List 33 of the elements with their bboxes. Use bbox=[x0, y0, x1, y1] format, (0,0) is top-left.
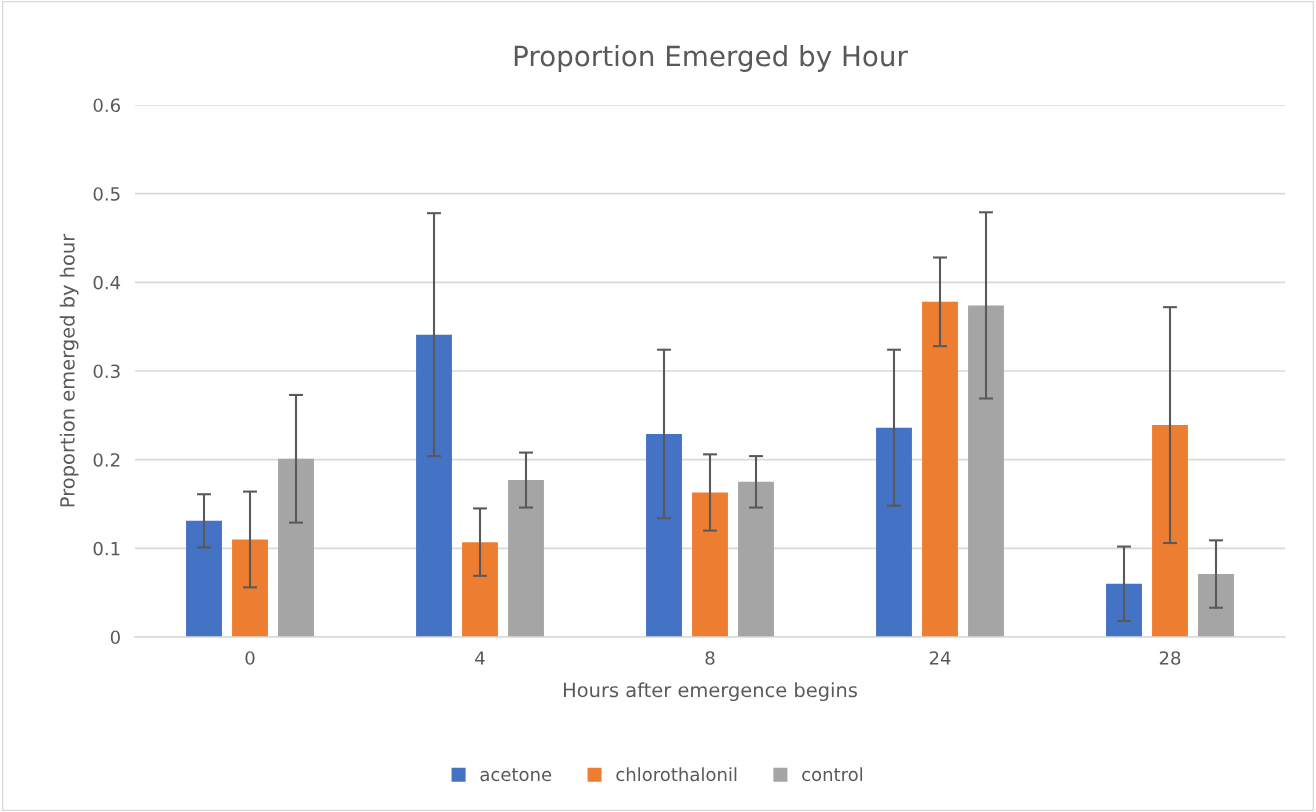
y-tick-label: 0.5 bbox=[93, 187, 120, 201]
bar bbox=[646, 433, 682, 637]
bar bbox=[1106, 583, 1142, 637]
y-tick-label: 0.4 bbox=[93, 275, 121, 290]
y-tick-label: 0.3 bbox=[93, 364, 120, 379]
x-tick-label: 4 bbox=[475, 651, 485, 665]
x-tick-label: 28 bbox=[1159, 651, 1181, 665]
x-tick-label: 24 bbox=[929, 651, 951, 665]
bar bbox=[876, 427, 912, 637]
y-tick-label: 0.1 bbox=[93, 541, 120, 556]
y-tick-label: 0.2 bbox=[93, 453, 120, 467]
bar bbox=[278, 458, 314, 637]
bar bbox=[922, 301, 958, 637]
legend-label: chlorothalonil bbox=[616, 767, 737, 782]
bar bbox=[232, 539, 268, 637]
bar bbox=[508, 480, 544, 637]
x-tick-label: 0 bbox=[245, 651, 255, 665]
chart-title: Proportion Emerged by Hour bbox=[514, 45, 908, 72]
legend-label: acetone bbox=[480, 768, 552, 782]
bar bbox=[1198, 574, 1234, 637]
x-axis-title: Hours after emergence begins bbox=[564, 682, 857, 702]
bar bbox=[1152, 425, 1188, 637]
bar bbox=[186, 520, 222, 637]
bar bbox=[692, 492, 728, 637]
y-tick-label: 0.6 bbox=[93, 98, 120, 113]
legend-label: control bbox=[802, 767, 863, 782]
bar bbox=[968, 305, 1004, 637]
bar bbox=[416, 334, 452, 637]
y-axis-title: Proportion emerged by hour bbox=[59, 233, 79, 507]
bar bbox=[738, 481, 774, 637]
y-tick-label: 0 bbox=[110, 630, 120, 645]
x-tick-label: 8 bbox=[705, 651, 715, 665]
bar bbox=[462, 542, 498, 637]
